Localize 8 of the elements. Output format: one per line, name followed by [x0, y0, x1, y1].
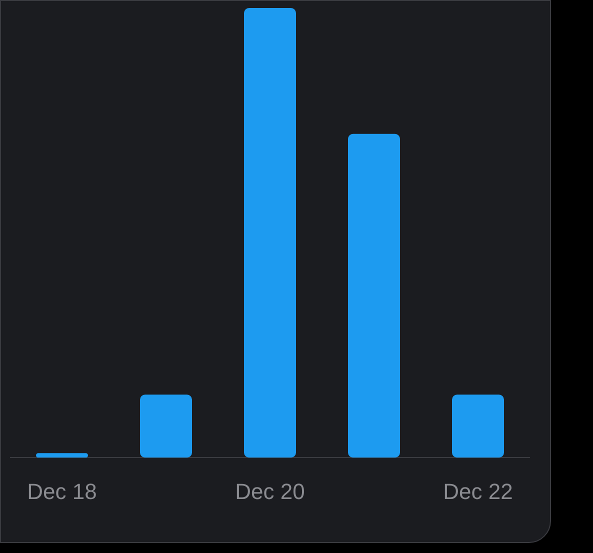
bar: [36, 453, 88, 458]
bar: [244, 8, 296, 458]
bar: [140, 394, 192, 458]
x-tick-label: Dec 22: [443, 478, 513, 504]
x-tick-label: Dec 18: [27, 478, 97, 504]
bar: [348, 134, 400, 458]
x-tick-label: Dec 20: [235, 478, 305, 504]
bar: [452, 394, 504, 458]
